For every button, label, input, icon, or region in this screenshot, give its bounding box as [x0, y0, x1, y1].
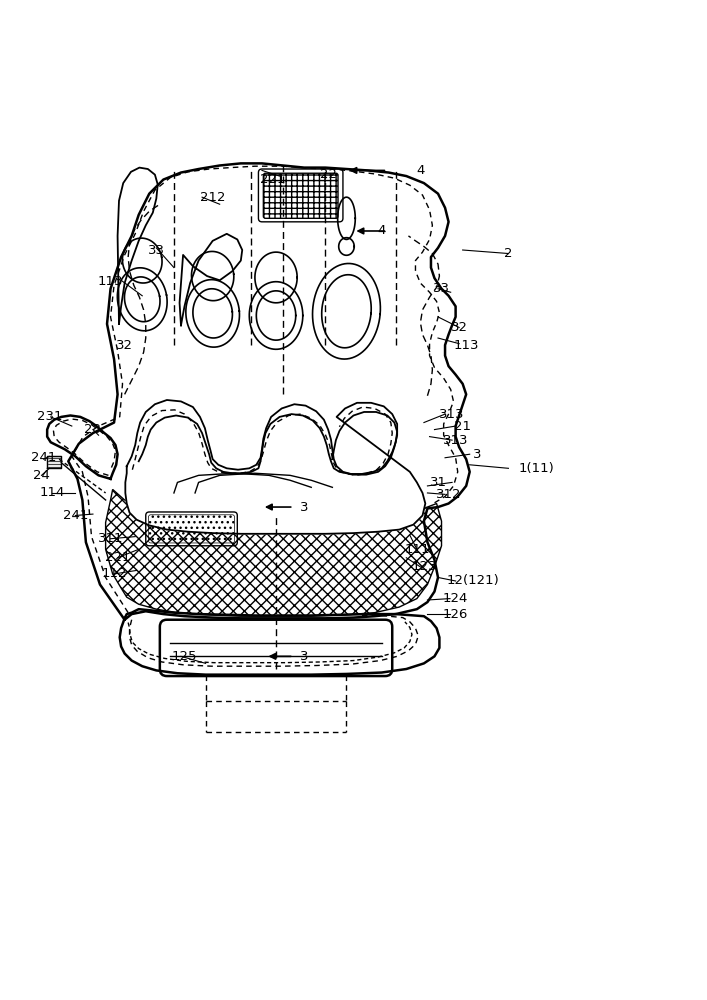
Text: 24: 24 [33, 469, 50, 482]
Text: 33: 33 [433, 282, 450, 295]
Text: 4: 4 [378, 224, 386, 237]
Text: 23: 23 [84, 423, 101, 436]
Text: 12(121): 12(121) [447, 574, 500, 587]
Text: 114: 114 [40, 486, 65, 499]
Text: 3: 3 [300, 501, 308, 514]
Text: 21: 21 [454, 420, 471, 433]
Text: 212: 212 [200, 191, 226, 204]
Polygon shape [47, 456, 62, 468]
Text: 312: 312 [436, 488, 462, 501]
Text: 33: 33 [148, 244, 165, 257]
Text: 2: 2 [504, 247, 513, 260]
Text: 113: 113 [98, 275, 123, 288]
Text: 231: 231 [37, 410, 62, 423]
Text: 241: 241 [63, 509, 88, 522]
Text: 241: 241 [31, 451, 57, 464]
Text: 1(11): 1(11) [519, 462, 554, 475]
Text: 313: 313 [439, 408, 464, 421]
Text: 221: 221 [259, 173, 285, 186]
Text: 22: 22 [320, 168, 337, 181]
Text: 3: 3 [300, 650, 308, 663]
Text: 221: 221 [105, 551, 130, 564]
Text: 311: 311 [98, 532, 123, 545]
Text: 32: 32 [116, 339, 133, 352]
Text: 126: 126 [443, 608, 468, 621]
Text: 32: 32 [450, 321, 467, 334]
Text: 113: 113 [453, 339, 479, 352]
Text: 111: 111 [404, 543, 430, 556]
Polygon shape [125, 400, 426, 534]
Text: 112: 112 [101, 567, 127, 580]
Text: 313: 313 [443, 434, 468, 447]
Text: 4: 4 [416, 164, 425, 177]
Text: 123: 123 [411, 560, 437, 573]
Text: 125: 125 [172, 650, 197, 663]
Text: 124: 124 [443, 592, 468, 605]
Text: 3: 3 [472, 448, 481, 461]
Text: 31: 31 [430, 476, 447, 489]
